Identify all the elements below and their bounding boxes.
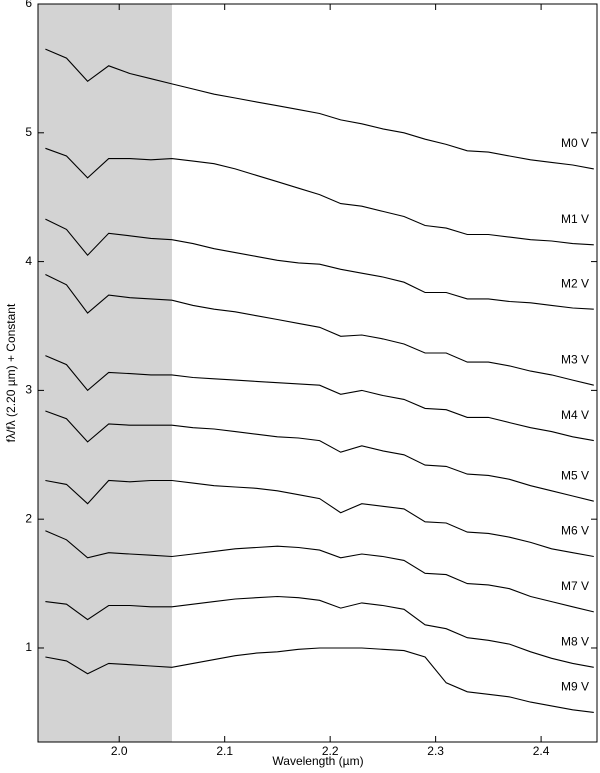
- y-tick-label: 2: [25, 511, 32, 525]
- spectrum-line: [45, 147, 594, 246]
- series-label: M9 V: [561, 680, 589, 694]
- x-tick-label: 2.0: [111, 744, 128, 758]
- series-label: M0 V: [561, 136, 589, 150]
- spectrum-line: [45, 48, 594, 170]
- y-tick-label: 1: [25, 640, 32, 654]
- spectrum-line: [45, 274, 594, 386]
- y-tick-label: 5: [25, 125, 32, 139]
- spectrum-line: [45, 218, 594, 310]
- spectrum-line: [45, 355, 594, 442]
- plot-frame: [37, 3, 598, 743]
- series-label: M3 V: [561, 352, 589, 366]
- series-label: M2 V: [561, 276, 589, 290]
- spectrum-line: [45, 479, 594, 558]
- series-label: M8 V: [561, 634, 589, 648]
- x-tick-label: 2.1: [216, 744, 233, 758]
- y-axis-label: fλ/fλ (2.20 µm) + Constant: [4, 303, 18, 442]
- series-label: M5 V: [561, 468, 589, 482]
- series-label: M4 V: [561, 408, 589, 422]
- series-label: M6 V: [561, 524, 589, 538]
- spectrum-line: [45, 530, 594, 613]
- x-axis-label: Wavelength (µm): [272, 754, 363, 768]
- y-tick-label: 4: [25, 254, 32, 268]
- x-tick-label: 2.3: [427, 744, 444, 758]
- x-tick-label: 2.2: [322, 744, 339, 758]
- x-tick-label: 2.4: [533, 744, 550, 758]
- spectrum-line: [45, 410, 594, 502]
- series-label: M7 V: [561, 579, 589, 593]
- y-tick-label: 6: [25, 0, 32, 10]
- series-label: M1 V: [561, 212, 589, 226]
- y-tick-label: 3: [25, 383, 32, 397]
- spectrum-line: [45, 647, 594, 713]
- spectrum-line: [45, 595, 594, 668]
- shaded-region: [38, 4, 172, 742]
